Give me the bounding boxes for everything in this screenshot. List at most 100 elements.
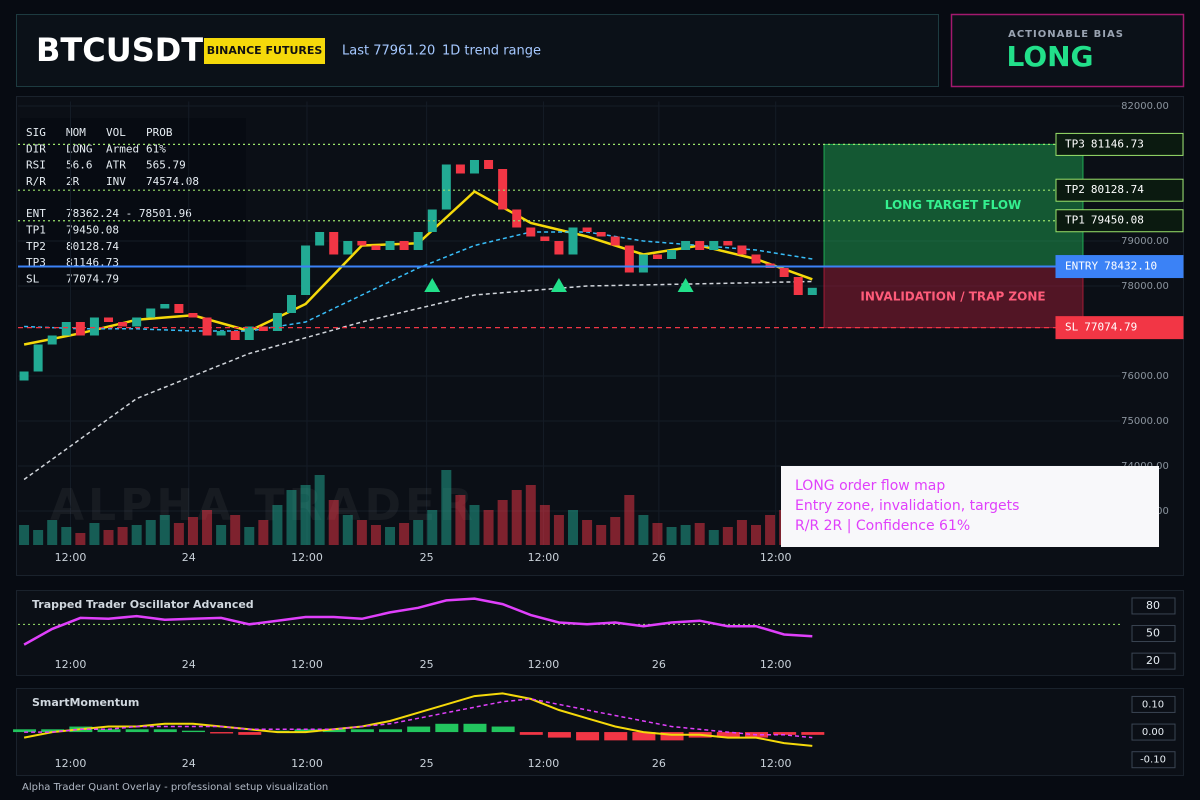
annotation-line: LONG order flow map xyxy=(795,478,945,494)
annotation-line: R/R 2R | Confidence 61% xyxy=(795,518,970,534)
y-tick-box xyxy=(1131,751,1176,769)
x-tick-label: 24 xyxy=(182,757,196,770)
volume-bar xyxy=(342,515,353,545)
stats-cell: MOM xyxy=(66,126,86,139)
bias-label: ACTIONABLE BIAS xyxy=(1008,29,1124,40)
volume-bar xyxy=(328,500,339,545)
x-tick-label: 12:00 xyxy=(55,757,87,770)
volume-bar xyxy=(216,525,227,545)
x-tick-label: 26 xyxy=(652,658,666,671)
zone-label: LONG TARGET FLOW xyxy=(885,198,1022,212)
footer: Alpha Trader Quant Overlay - professiona… xyxy=(22,782,328,793)
level-label: TP2 80128.74 xyxy=(1065,183,1144,196)
volume-bar xyxy=(765,515,776,545)
momentum-bar xyxy=(322,729,346,733)
momentum-line xyxy=(23,692,813,747)
candle-body xyxy=(286,295,296,313)
zone-label: INVALIDATION / TRAP ZONE xyxy=(860,290,1045,304)
level-name: ENTRY xyxy=(1065,260,1098,273)
candle-body xyxy=(441,164,451,210)
level-label-box xyxy=(1055,132,1184,156)
overlay-line xyxy=(24,231,813,332)
stats-cell: VOL xyxy=(106,126,126,139)
volume-bar xyxy=(103,530,114,545)
candle-body xyxy=(258,326,268,331)
volume-bar xyxy=(553,515,564,545)
candle-body xyxy=(624,245,634,273)
y-tick-box xyxy=(1131,625,1176,643)
momentum-bar xyxy=(660,732,684,741)
volume-bar xyxy=(272,505,283,545)
candle-body xyxy=(723,241,733,246)
stats-cell: 56.6 xyxy=(66,159,93,172)
x-tick-label: 12:00 xyxy=(291,551,323,564)
volume-bar xyxy=(568,510,579,545)
panel-title: SmartMomentum xyxy=(32,696,139,709)
volume-bar xyxy=(413,520,424,545)
candle-body xyxy=(371,245,381,250)
momentum-bar xyxy=(576,732,600,741)
volume-bar xyxy=(159,515,170,545)
candle-body xyxy=(399,241,409,250)
volume-bar xyxy=(173,523,184,545)
momentum-bar xyxy=(435,723,459,733)
candle-body xyxy=(47,335,57,345)
stats-cell: ENT xyxy=(26,207,46,220)
volume-bar xyxy=(483,510,494,545)
level-name: SL xyxy=(1065,321,1079,334)
momentum-bar xyxy=(210,732,234,734)
level-label-box xyxy=(1055,178,1184,202)
candle-body xyxy=(484,160,494,169)
volume-bar xyxy=(385,527,396,545)
volume-bar xyxy=(117,527,128,545)
candle-body xyxy=(244,326,254,340)
volume-bar xyxy=(258,520,269,545)
candle-body xyxy=(779,268,789,277)
volume-bar xyxy=(286,490,297,545)
candle-body xyxy=(413,232,423,250)
stats-cell: 80128.74 xyxy=(66,240,119,253)
candle-body xyxy=(230,331,240,340)
stats-cell: TP1 xyxy=(26,224,46,237)
momentum-bar xyxy=(604,732,628,741)
volume-bar xyxy=(511,490,522,545)
x-tick-label: 24 xyxy=(182,658,196,671)
exchange: BINANCE FUTURES xyxy=(207,44,323,57)
volume-bar xyxy=(469,505,480,545)
candle-body xyxy=(385,241,395,250)
level-label-box xyxy=(1055,209,1184,233)
x-tick-label: 12:00 xyxy=(760,757,792,770)
candle-body xyxy=(19,371,29,381)
candle-body xyxy=(526,227,536,237)
bias-value: LONG xyxy=(1006,40,1093,73)
volume-bar xyxy=(750,525,761,545)
level-name: TP2 xyxy=(1065,183,1085,196)
candle-body xyxy=(146,308,156,318)
y-tick-box xyxy=(1131,652,1176,670)
volume-bar xyxy=(441,470,452,545)
candle-body xyxy=(638,254,648,273)
level-name: TP1 xyxy=(1065,214,1085,227)
range: 1D trend range xyxy=(442,44,541,59)
candle-body xyxy=(160,304,170,309)
level-label: TP3 81146.73 xyxy=(1065,137,1144,150)
momentum-panel xyxy=(16,688,1184,776)
last-price: Last 77961.20 xyxy=(342,44,435,59)
signal-marker xyxy=(550,278,567,292)
stats-cell: R/R xyxy=(26,175,46,188)
candle-body xyxy=(793,277,803,295)
volume-bar xyxy=(722,527,733,545)
volume-bar xyxy=(19,525,30,545)
momentum-bar xyxy=(379,729,403,733)
volume-bar xyxy=(314,475,325,545)
volume-bar xyxy=(145,520,156,545)
y-tick-label: 50 xyxy=(1146,627,1160,640)
momentum-bar xyxy=(294,729,318,733)
level-name: TP3 xyxy=(1065,137,1085,150)
stats-cell: PROB xyxy=(146,126,173,139)
stats-cell: 2R xyxy=(66,175,80,188)
annotation-line: Entry zone, invalidation, targets xyxy=(795,498,1019,514)
level-label: ENTRY 78432.10 xyxy=(1065,260,1157,273)
candle-body xyxy=(610,236,620,246)
